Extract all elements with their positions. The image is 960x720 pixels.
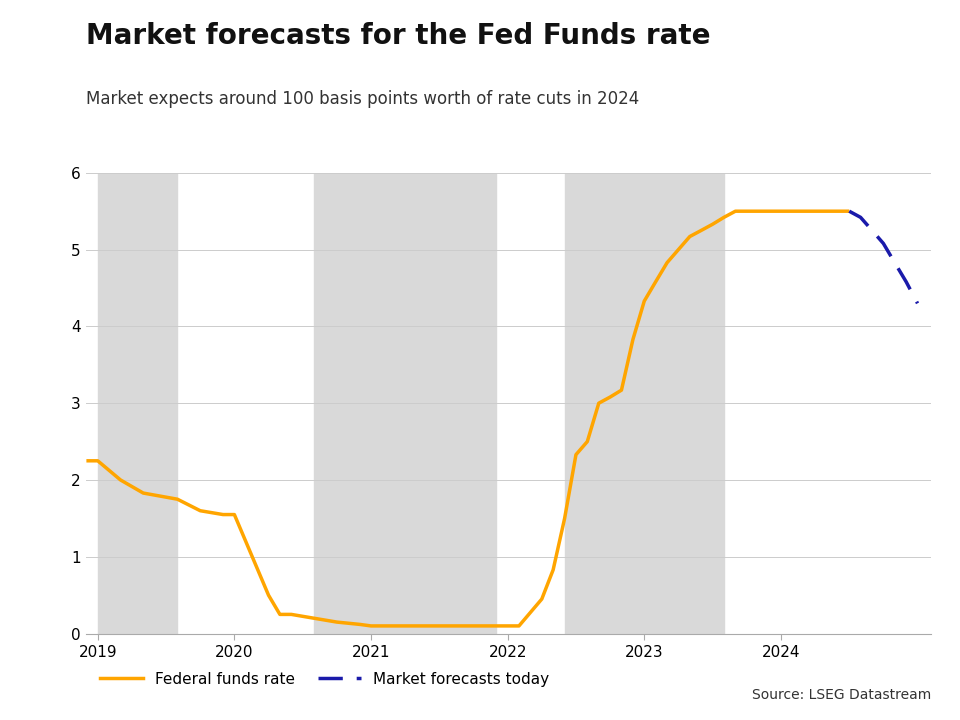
Bar — [98, 173, 178, 634]
Bar — [564, 173, 724, 634]
Bar — [314, 173, 496, 634]
Text: Market expects around 100 basis points worth of rate cuts in 2024: Market expects around 100 basis points w… — [86, 90, 639, 108]
Text: Market forecasts for the Fed Funds rate: Market forecasts for the Fed Funds rate — [86, 22, 711, 50]
Legend: Federal funds rate, Market forecasts today: Federal funds rate, Market forecasts tod… — [94, 665, 555, 693]
Text: Source: LSEG Datastream: Source: LSEG Datastream — [752, 688, 931, 702]
